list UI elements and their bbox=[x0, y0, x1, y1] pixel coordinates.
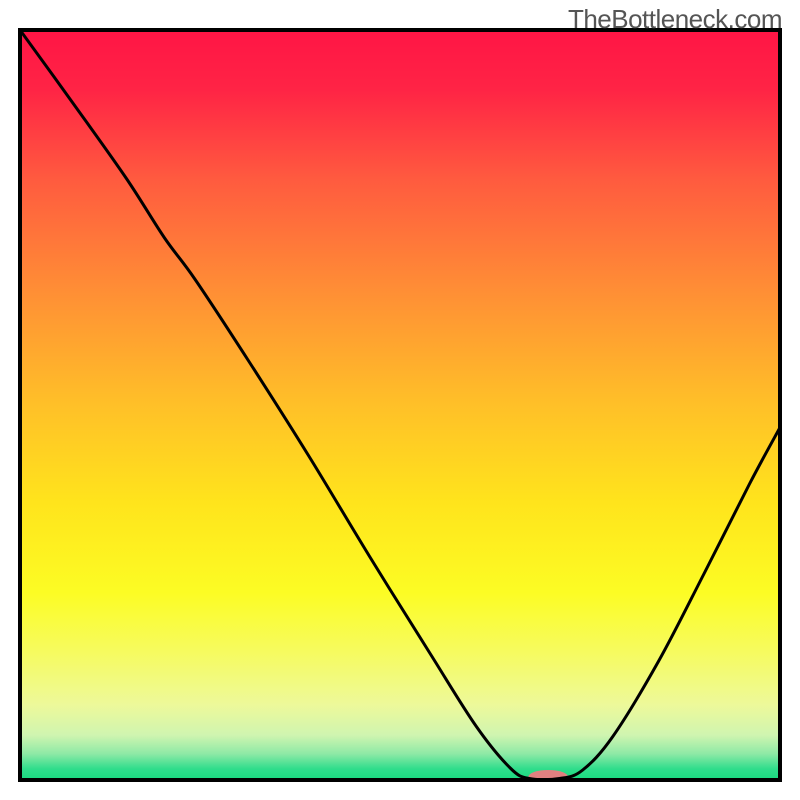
bottleneck-line-chart bbox=[0, 0, 800, 800]
chart-container: TheBottleneck.com bbox=[0, 0, 800, 800]
watermark-text: TheBottleneck.com bbox=[568, 4, 782, 35]
gradient-background bbox=[20, 30, 780, 780]
plot-area bbox=[20, 30, 780, 784]
